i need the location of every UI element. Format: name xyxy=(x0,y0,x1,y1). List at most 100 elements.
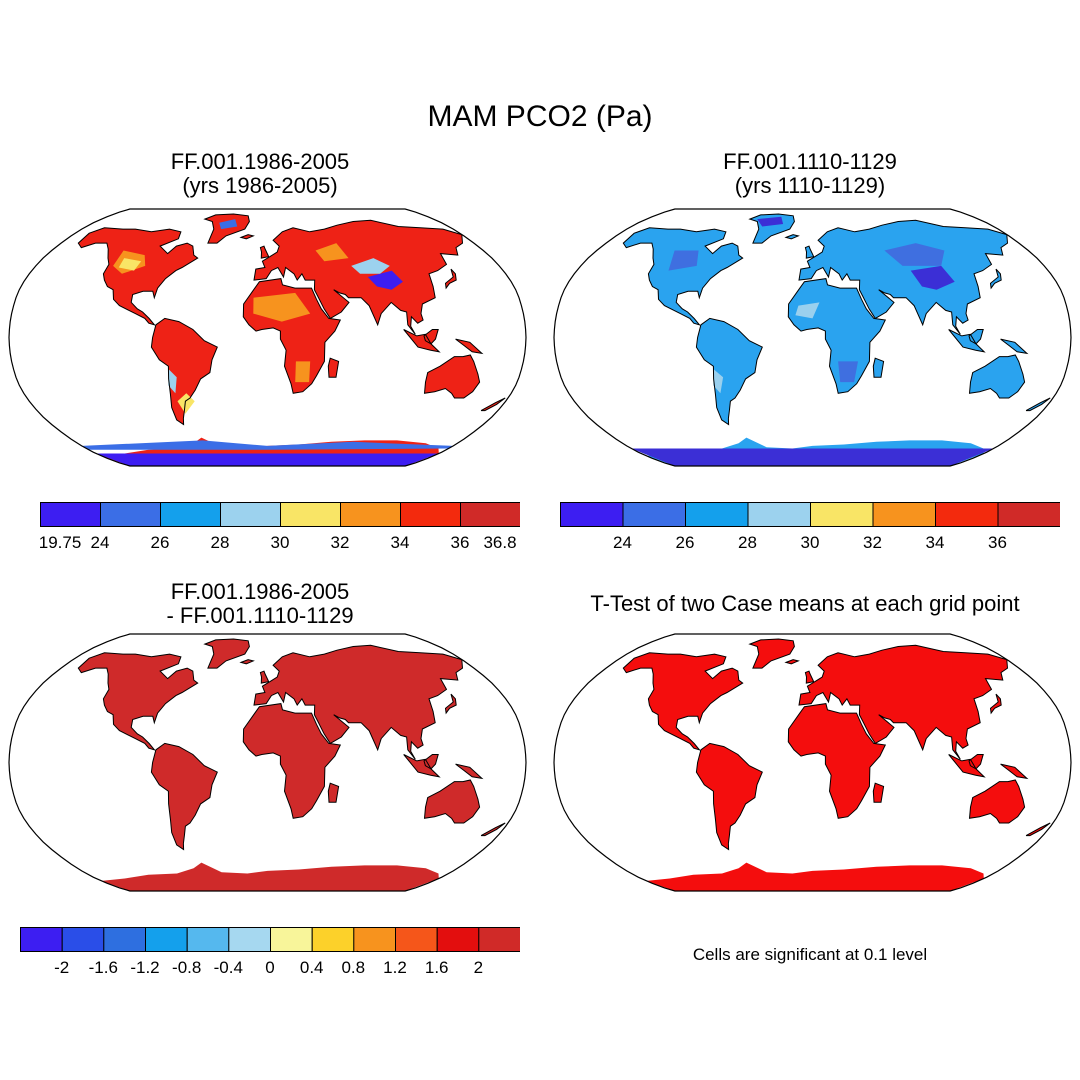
colorbar-diff: -2 -1.6 -1.2 -0.8 -0.4 0 0.4 0.8 1.2 1.6 2 xyxy=(20,927,520,977)
colorbar-label: 0 xyxy=(265,958,274,977)
map-case1 xyxy=(8,208,527,467)
coastline xyxy=(798,219,1009,335)
field-region xyxy=(838,361,858,383)
coastline xyxy=(423,354,481,399)
landmass-indonesia xyxy=(403,754,440,777)
colorbar-label: -1.6 xyxy=(89,958,118,977)
field-region xyxy=(910,265,955,290)
field-region xyxy=(315,243,349,262)
coastline xyxy=(444,693,457,715)
panel-title-diff: FF.001.1986-2005 - FF.001.1110-1129 xyxy=(70,580,450,628)
landmass-new-guinea xyxy=(455,339,482,354)
colorbar-label: 34 xyxy=(391,533,410,552)
panel-title-line: FF.001.1986-2005 xyxy=(170,579,350,604)
coastline xyxy=(480,397,506,412)
landmass-greenland xyxy=(749,639,795,669)
colorbar-label: 24 xyxy=(91,533,110,552)
colorbar-swatch xyxy=(478,927,520,952)
map-diff xyxy=(8,633,527,892)
colorbar-swatch xyxy=(145,927,188,952)
colorbar-swatch xyxy=(311,927,355,952)
coastline xyxy=(784,659,800,665)
coastline xyxy=(695,317,763,426)
colorbar-label: 0.8 xyxy=(341,958,365,977)
colorbar-label: 36 xyxy=(988,533,1007,552)
colorbar-swatch xyxy=(810,502,874,527)
landmass-antarctica xyxy=(101,862,439,891)
coastline xyxy=(1025,397,1051,412)
colorbar-swatch xyxy=(270,927,313,952)
field-region xyxy=(713,369,724,394)
coastline xyxy=(150,317,218,426)
coastline xyxy=(872,357,885,378)
landmass-new-guinea xyxy=(455,764,482,779)
colorbar-label: 36.8 xyxy=(483,533,516,552)
colorbar-swatch xyxy=(186,927,230,952)
coastline xyxy=(253,219,464,335)
coastline xyxy=(423,329,439,345)
field-region xyxy=(295,361,311,383)
map-border xyxy=(553,633,1072,892)
coastline xyxy=(203,213,250,244)
colorbar-label: 1.2 xyxy=(383,958,407,977)
landmass-australia xyxy=(424,355,480,398)
colorbar-swatch xyxy=(160,502,221,527)
colorbar-label: 1.6 xyxy=(425,958,449,977)
colorbar-swatch xyxy=(622,502,686,527)
colorbar-labels: 19.75 24 26 28 30 32 34 36 36.8 xyxy=(40,533,517,552)
coastline xyxy=(203,638,250,669)
landmass-eurasia xyxy=(254,220,463,335)
colorbar-swatch xyxy=(280,502,341,527)
coastline xyxy=(327,357,340,378)
coastline xyxy=(242,278,342,394)
landmass-new-guinea xyxy=(1000,339,1027,354)
colorbar-label: 24 xyxy=(613,533,632,552)
landmass-uk xyxy=(805,246,814,259)
coastline xyxy=(804,670,815,684)
coastline xyxy=(253,644,464,760)
colorbar-label: 30 xyxy=(801,533,820,552)
field-region xyxy=(757,216,784,227)
field-region xyxy=(96,453,439,466)
colorbar-label: 28 xyxy=(211,533,230,552)
landmass-greenland xyxy=(204,214,250,244)
coastline xyxy=(423,779,481,824)
coastline xyxy=(989,268,1002,290)
colorbar-swatch xyxy=(61,927,105,952)
panel-title-line: (yrs 1110-1129) xyxy=(734,173,886,198)
landmass-africa xyxy=(788,703,886,819)
main-title: MAM PCO2 (Pa) xyxy=(427,100,653,133)
colorbar-swatch xyxy=(997,502,1060,527)
landmass-south-america xyxy=(696,318,763,425)
coastline xyxy=(1000,763,1029,780)
colorbar-swatch xyxy=(436,927,480,952)
coastline xyxy=(748,213,795,244)
field-region xyxy=(631,448,994,466)
map-border xyxy=(8,208,527,467)
landmass-greenland xyxy=(204,639,250,669)
colorbar-swatch xyxy=(872,502,936,527)
coastline xyxy=(242,703,342,819)
landmass-eurasia xyxy=(799,645,1008,760)
landmass-japan xyxy=(445,694,457,714)
colorbar-swatch xyxy=(353,927,396,952)
landmass-uk xyxy=(805,671,814,684)
coastline xyxy=(1025,822,1051,837)
field-region xyxy=(884,243,945,266)
colorbar-label: -2 xyxy=(54,958,69,977)
coastline xyxy=(259,245,270,259)
landmass-madagascar xyxy=(328,358,339,378)
colorbar-label: -0.8 xyxy=(172,958,201,977)
landmass-new-guinea xyxy=(1000,764,1027,779)
colorbar-swatch xyxy=(400,502,461,527)
landmass-japan xyxy=(445,269,457,289)
panel-title-line: (yrs 1986-2005) xyxy=(182,173,338,198)
landmass-borneo xyxy=(969,329,984,344)
landmass-antarctica xyxy=(646,862,984,891)
colorbar-label: 36 xyxy=(451,533,470,552)
coastline xyxy=(480,822,506,837)
coastline xyxy=(948,754,986,778)
coastline xyxy=(444,268,457,290)
colorbar-swatch xyxy=(220,502,281,527)
colorbar-label: 2 xyxy=(474,958,483,977)
